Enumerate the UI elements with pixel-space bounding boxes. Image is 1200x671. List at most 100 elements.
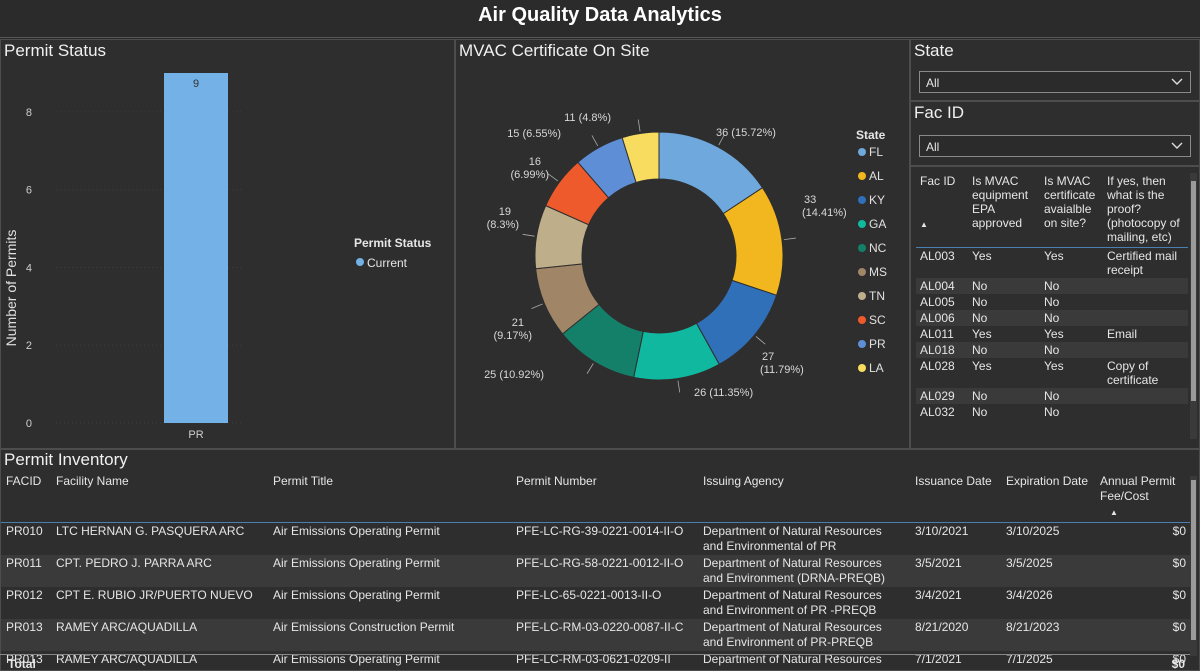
col-header-facility-name[interactable]: Facility Name	[56, 474, 129, 488]
legend-current-swatch	[356, 258, 364, 266]
table-row[interactable]: AL005 No No	[916, 294, 1188, 310]
leader-line	[755, 336, 766, 345]
slice-label: 25 (10.92%)	[484, 369, 544, 381]
table-row[interactable]: PR013 RAMEY ARC/AQUADILLA Air Emissions Co…	[1, 619, 1191, 651]
legend-item-nc[interactable]: NC	[869, 241, 887, 255]
legend-item-sc[interactable]: SC	[869, 313, 886, 327]
col-header-issuance-date[interactable]: Issuance Date	[915, 474, 992, 488]
slice-percent-label: (6.99%)	[510, 169, 549, 181]
epa-approved-cell: Yes	[972, 327, 992, 341]
fac-id-dropdown[interactable]: All	[919, 135, 1191, 157]
slice-value-label: 21	[512, 317, 524, 329]
table-row[interactable]: PR010 LTC HERNAN G. PASQUERA ARC Air Emiss…	[1, 523, 1191, 556]
col-header-annual-fee[interactable]: Annual Permit Fee/Cost ▲	[1100, 474, 1176, 517]
permit-inventory-table: FACID Facility Name Permit Title Permit …	[1, 472, 1191, 670]
annual-fee-cell: $0	[1172, 524, 1186, 538]
slice-la[interactable]	[621, 131, 660, 184]
fac-id-cell: AL029	[916, 388, 968, 404]
legend-swatch	[858, 148, 866, 156]
legend-item-tn[interactable]: TN	[869, 289, 885, 303]
col-header-permit-title[interactable]: Permit Title	[273, 474, 334, 488]
fac-id-cell: AL028	[920, 359, 955, 373]
inventory-scroll-thumb[interactable]	[1191, 480, 1196, 640]
slice-percent-label: (14.41%)	[802, 207, 847, 219]
table-row[interactable]: AL004 No No	[916, 278, 1188, 294]
leader-line	[718, 134, 725, 146]
table-row[interactable]: PR012 CPT E. RUBIO JR/PUERTO NUEVO Air Emi…	[1, 587, 1191, 619]
legend-item-ms[interactable]: MS	[869, 265, 887, 279]
legend-item-ky[interactable]: KY	[869, 193, 885, 207]
fac-id-cell: AL018	[916, 342, 968, 358]
table-row[interactable]: AL029 No No	[916, 388, 1188, 404]
table-row[interactable]: AL011 Yes Yes Email	[916, 326, 1188, 342]
col-header-proof[interactable]: If yes, then what is the proof? (photoco…	[1107, 174, 1180, 244]
fac-id-cell: AL004	[916, 278, 968, 294]
state-filter-panel: State All	[910, 39, 1200, 101]
fac-id-cell: AL032	[920, 405, 955, 419]
bar-PR[interactable]	[164, 73, 228, 423]
agency-line-1: Department of Natural Resources	[703, 588, 882, 602]
facid-cell: PR012	[6, 588, 43, 602]
col-header-fac-id[interactable]: Fac ID ▲	[920, 174, 956, 229]
fac-id-cell: AL005	[920, 295, 955, 309]
legend-item-fl[interactable]: FL	[869, 145, 883, 159]
slice-percent-label: (11.79%)	[760, 364, 804, 376]
y-tick-label: 4	[26, 262, 32, 274]
cert-available-cell: No	[1044, 405, 1060, 419]
proof-cell	[1103, 342, 1188, 358]
fac-id-cell: AL011	[920, 327, 954, 341]
state-dropdown[interactable]: All	[919, 71, 1191, 93]
slice-value-label: 19	[499, 206, 511, 218]
permit-inventory-title: Permit Inventory	[4, 450, 128, 469]
y-tick-label: 6	[26, 185, 32, 197]
legend-item-pr[interactable]: PR	[869, 337, 886, 351]
table-row[interactable]: AL018 No No	[916, 342, 1188, 358]
annual-fee-cell: $0	[1172, 588, 1186, 602]
fac-table-scrollbar[interactable]	[1190, 173, 1197, 439]
epa-approved-cell: No	[968, 310, 1040, 326]
inventory-scrollbar[interactable]	[1190, 476, 1197, 656]
legend-swatch	[858, 220, 866, 228]
table-row[interactable]: AL003 Yes Yes Certified mail receipt	[916, 248, 1188, 279]
expiration-date-cell: 7/1/2025	[1006, 652, 1053, 666]
table-row[interactable]: AL032 No No	[916, 404, 1188, 420]
permit-title-cell: Air Emissions Operating Permit	[273, 524, 440, 538]
col-header-issuing-agency[interactable]: Issuing Agency	[703, 474, 784, 488]
fac-table-scroll-thumb[interactable]	[1191, 181, 1196, 401]
legend-swatch	[858, 268, 866, 276]
proof-cell: Copy of certificate	[1107, 359, 1159, 387]
mvac-donut-chart: 36 (15.72%) 33(14.41%) 27(11.79%) 26 (11.35…	[484, 112, 887, 399]
permit-inventory-panel: Permit Inventory FACID Facility Name Per…	[0, 449, 1200, 671]
table-row[interactable]: PR013 RAMEY ARC/AQUADILLA Air Emissions Op…	[1, 651, 1191, 670]
cert-available-cell: No	[1040, 278, 1103, 294]
col-header-epa-approved[interactable]: Is MVAC equipment EPA approved	[972, 174, 1029, 230]
leader-line	[547, 173, 559, 182]
legend-item-ga[interactable]: GA	[869, 217, 886, 231]
fac-filter-panel: Fac ID All	[910, 101, 1200, 166]
col-header-cert-available[interactable]: Is MVAC certificate avaialble on site?	[1044, 174, 1096, 230]
slice-value-label: 27	[762, 351, 774, 363]
legend-current-label[interactable]: Current	[367, 256, 408, 270]
fac-id-cell: AL006	[916, 310, 968, 326]
issuing-agency-cell: Department of Natural Resources	[698, 651, 910, 670]
col-header-expiration-date[interactable]: Expiration Date	[1006, 474, 1089, 488]
expiration-date-cell: 8/21/2023	[1001, 619, 1098, 651]
table-row[interactable]: AL028 Yes Yes Copy of certificate	[916, 358, 1188, 388]
issuance-date-cell: 3/5/2021	[910, 555, 1001, 587]
proof-cell: Email	[1107, 327, 1138, 341]
legend-item-la[interactable]: LA	[869, 361, 884, 375]
agency-line-1: Department of Natural Resources	[703, 524, 882, 538]
slice-value-label: 33	[804, 194, 816, 206]
table-row[interactable]: AL006 No No	[916, 310, 1188, 326]
expiration-date-cell: 3/4/2026	[1006, 588, 1053, 602]
issuance-date-cell: 3/4/2021	[915, 588, 962, 602]
proof-cell	[1103, 310, 1188, 326]
col-header-permit-number[interactable]: Permit Number	[516, 474, 597, 488]
table-row[interactable]: PR011 CPT. PEDRO J. PARRA ARC Air Emission…	[1, 555, 1191, 587]
col-header-facid[interactable]: FACID	[6, 474, 42, 488]
legend-item-al[interactable]: AL	[869, 169, 884, 183]
epa-approved-cell: No	[968, 388, 1040, 404]
proof-cell	[1103, 404, 1188, 420]
issuance-date-cell: 8/21/2020	[910, 619, 1001, 651]
slice-value-label: 16	[529, 156, 541, 168]
